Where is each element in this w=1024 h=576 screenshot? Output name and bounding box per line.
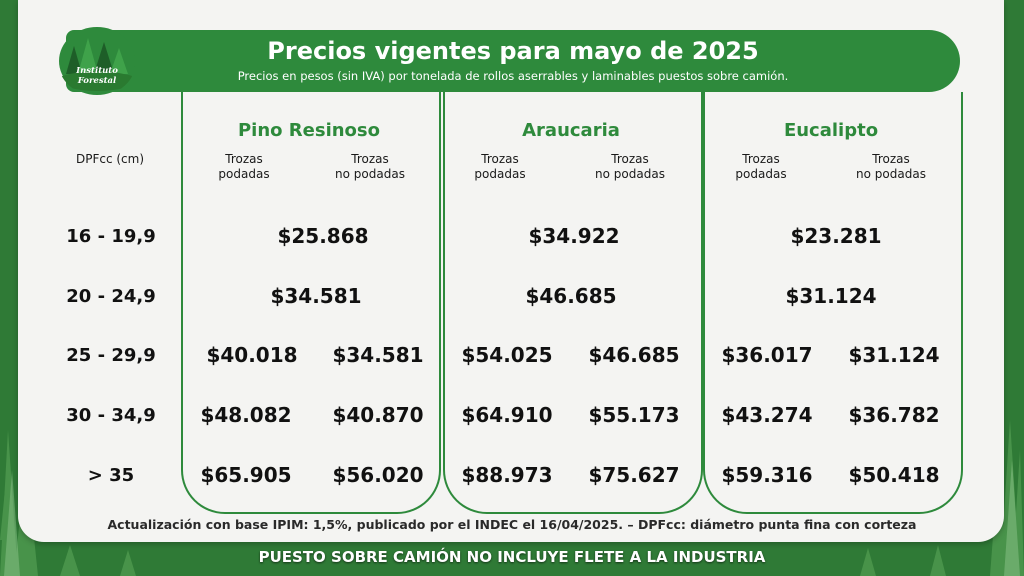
price-cell: $88.973: [461, 463, 553, 487]
column-box-araucaria: [443, 92, 703, 514]
price-cell: $34.581: [332, 343, 424, 367]
price-cell: $59.316: [721, 463, 813, 487]
price-cell: $48.082: [200, 403, 292, 427]
page-title: Precios vigentes para mayo de 2025: [267, 37, 759, 65]
logo-text: Instituto Forestal: [76, 66, 118, 86]
price-cell: $34.922: [528, 224, 620, 248]
subheader-araucaria-podadas: Trozas podadas: [474, 152, 526, 181]
price-cell: $65.905: [200, 463, 292, 487]
row-range: 30 - 34,9: [66, 405, 156, 426]
price-cell: $36.017: [721, 343, 813, 367]
species-title-eucalipto: Eucalipto: [783, 120, 879, 141]
subheader-pino-no-podadas: Trozas no podadas: [335, 152, 405, 181]
row-range: 20 - 24,9: [66, 286, 156, 307]
subheader-eucalipto-podadas: Trozas podadas: [735, 152, 787, 181]
price-cell: $50.418: [848, 463, 940, 487]
price-cell: $54.025: [461, 343, 553, 367]
row-range: > 35: [87, 465, 135, 486]
row-range: 25 - 29,9: [66, 345, 156, 366]
footnote: Actualización con base IPIM: 1,5%, publi…: [107, 517, 917, 532]
forest-logo-icon: Instituto Forestal: [58, 26, 136, 96]
header-bar: Precios vigentes para mayo de 2025 Preci…: [66, 30, 960, 92]
column-box-eucalipto: [703, 92, 963, 514]
species-title-pino: Pino Resinoso: [237, 120, 381, 141]
subheader-araucaria-no-podadas: Trozas no podadas: [595, 152, 665, 181]
price-cell: $23.281: [790, 224, 882, 248]
price-cell: $43.274: [721, 403, 813, 427]
price-cell: $31.124: [848, 343, 940, 367]
price-cell: $34.581: [270, 284, 362, 308]
price-cell: $36.782: [848, 403, 940, 427]
price-cell: $40.870: [332, 403, 424, 427]
price-cell: $75.627: [588, 463, 680, 487]
subheader-pino-podadas: Trozas podadas: [218, 152, 270, 181]
bottom-banner: PUESTO SOBRE CAMIÓN NO INCLUYE FLETE A L…: [258, 548, 766, 566]
price-cell: $31.124: [785, 284, 877, 308]
column-box-pino: [181, 92, 441, 514]
subheader-eucalipto-no-podadas: Trozas no podadas: [856, 152, 926, 181]
price-cell: $55.173: [588, 403, 680, 427]
row-range: 16 - 19,9: [66, 226, 156, 247]
species-title-araucaria: Araucaria: [522, 120, 620, 141]
page-subtitle: Precios en pesos (sin IVA) por tonelada …: [237, 69, 789, 83]
price-cell: $25.868: [277, 224, 369, 248]
price-cell: $46.685: [588, 343, 680, 367]
price-cell: $46.685: [525, 284, 617, 308]
price-cell: $56.020: [332, 463, 424, 487]
price-cell: $64.910: [461, 403, 553, 427]
dpf-column-header: DPFcc (cm): [75, 152, 145, 166]
price-cell: $40.018: [206, 343, 298, 367]
